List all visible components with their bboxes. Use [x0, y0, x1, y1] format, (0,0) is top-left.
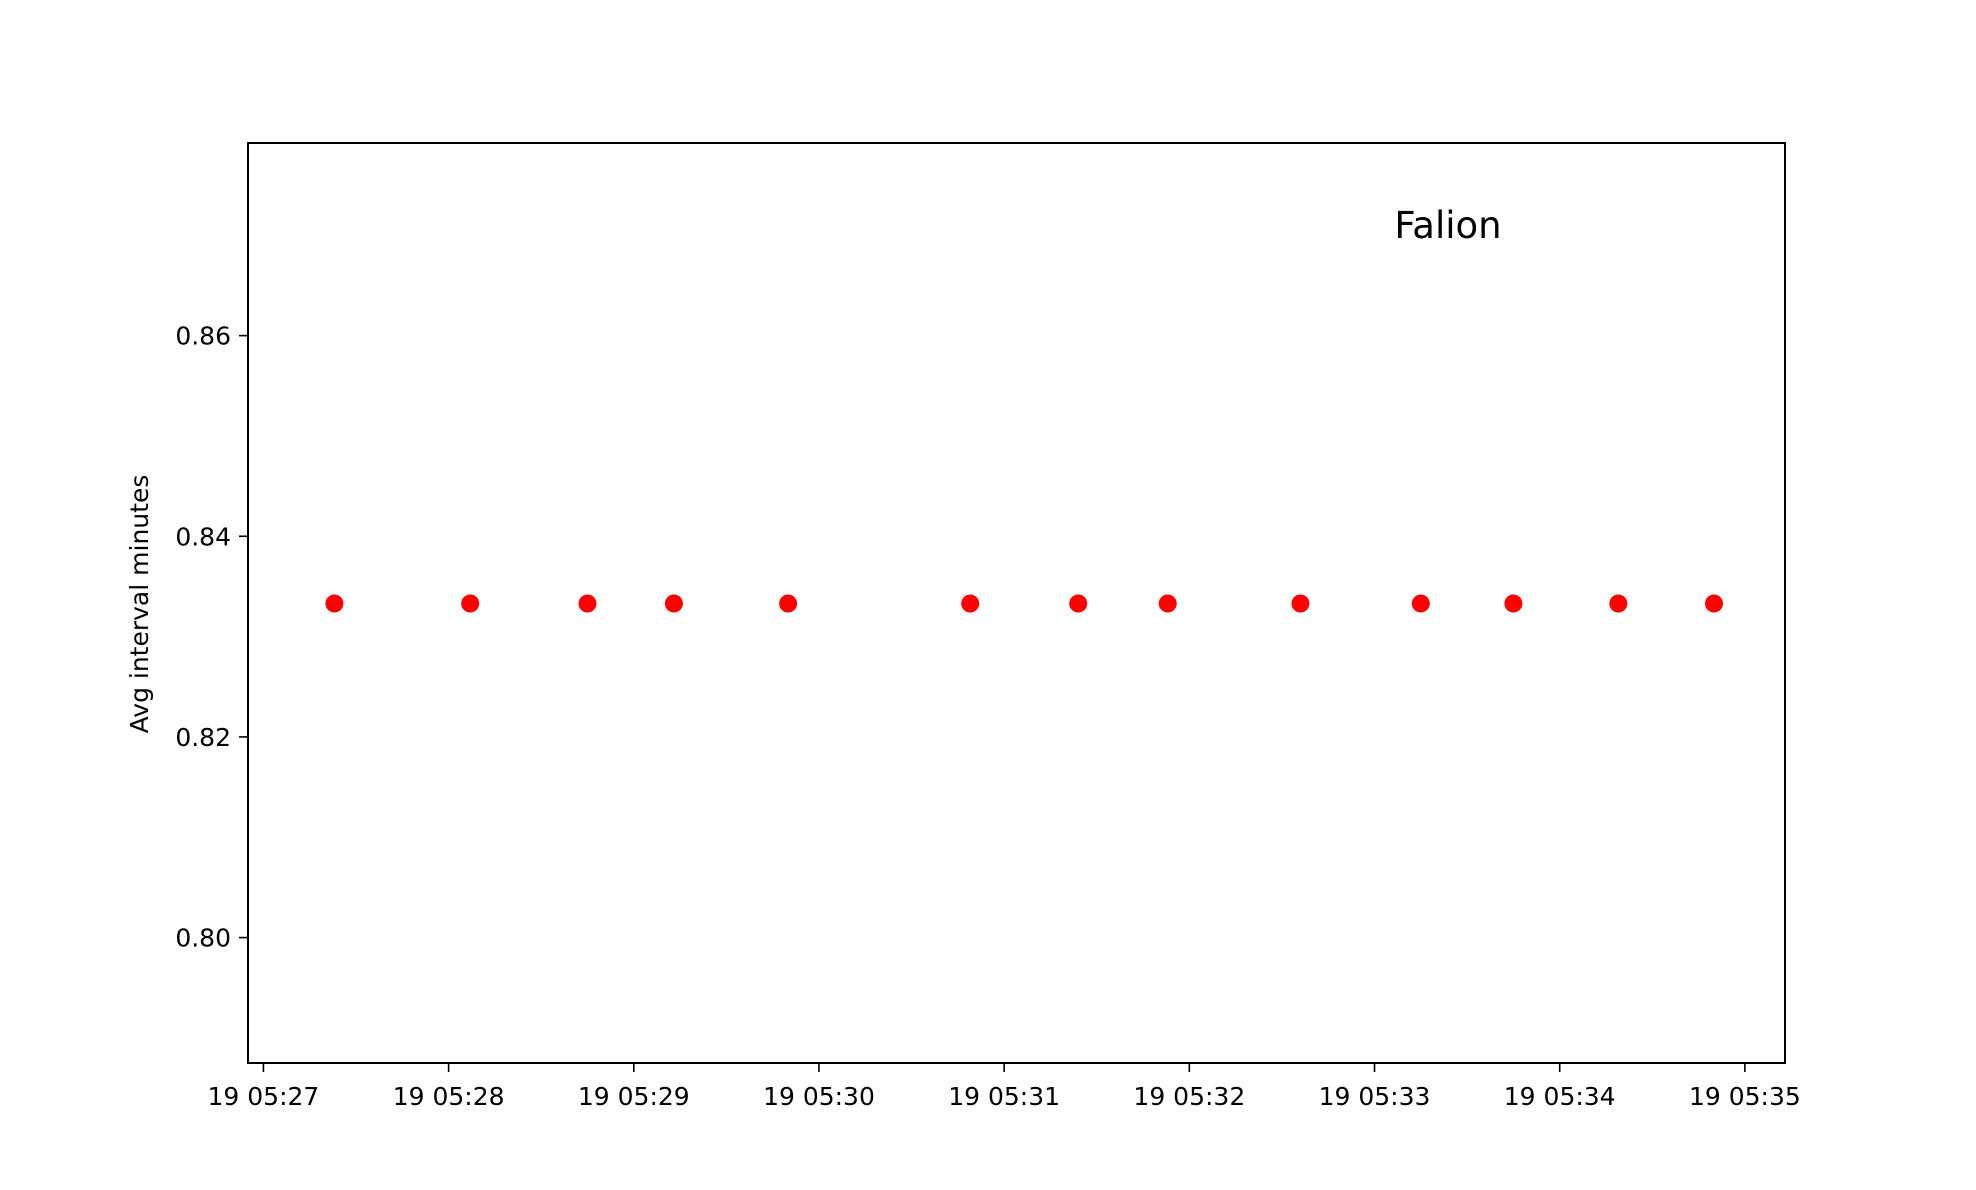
x-tick-label: 19 05:27 — [208, 1082, 320, 1111]
y-axis: 0.80 0.82 0.84 0.86 — [175, 322, 248, 953]
x-tick-label: 19 05:33 — [1319, 1082, 1431, 1111]
data-point — [1411, 594, 1430, 613]
data-point — [779, 594, 798, 613]
plot-annotation: Falion — [1394, 204, 1501, 247]
plot-frame — [247, 142, 1786, 1064]
x-tick-label: 19 05:31 — [948, 1082, 1060, 1111]
x-tick-label: 19 05:35 — [1689, 1082, 1801, 1111]
data-point — [461, 594, 480, 613]
x-tick-label: 19 05:29 — [578, 1082, 690, 1111]
y-axis-label: Avg interval minutes — [125, 475, 154, 734]
x-tick-label: 19 05:34 — [1504, 1082, 1616, 1111]
data-points — [325, 594, 1724, 613]
data-point — [1158, 594, 1177, 613]
data-point — [1609, 594, 1628, 613]
x-tick-label: 19 05:28 — [393, 1082, 505, 1111]
y-tick-label: 0.80 — [175, 924, 231, 953]
y-tick-label: 0.82 — [175, 723, 231, 752]
data-point — [1705, 594, 1724, 613]
y-tick-label: 0.86 — [175, 322, 231, 351]
data-point — [578, 594, 597, 613]
data-point — [1291, 594, 1310, 613]
x-tick-label: 19 05:32 — [1133, 1082, 1245, 1111]
x-tick-label: 19 05:30 — [763, 1082, 875, 1111]
data-point — [664, 594, 683, 613]
data-point — [1504, 594, 1523, 613]
data-point — [961, 594, 980, 613]
data-point — [325, 594, 344, 613]
x-axis: 19 05:27 19 05:28 19 05:29 19 05:30 19 05:31… — [208, 1063, 1801, 1111]
y-tick-label: 0.84 — [175, 522, 231, 551]
data-point — [1069, 594, 1088, 613]
